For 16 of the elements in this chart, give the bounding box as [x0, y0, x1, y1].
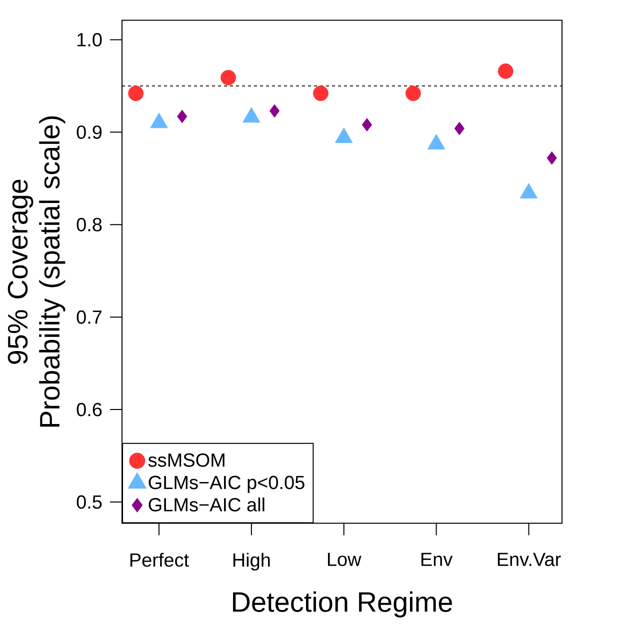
- legend-label: GLMs−AIC p<0.05: [148, 476, 304, 493]
- legend-label: ssMSOM: [148, 453, 224, 467]
- legend-label: GLMs−AIC all: [148, 498, 264, 512]
- x-tick-label: High: [233, 552, 270, 571]
- x-tick-label: Env.Var: [498, 552, 561, 566]
- y-tick-label: 0.9: [76, 125, 102, 139]
- y-tick-label: 1.0: [78, 32, 102, 46]
- y-tick-label: 0.5: [76, 495, 102, 509]
- x-tick-label: Perfect: [130, 552, 189, 567]
- y-axis-title: 95% Coverage Probability (spatial scale): [8, 116, 66, 427]
- y-tick-label: 0.7: [76, 310, 102, 324]
- x-tick-label: Low: [328, 552, 362, 566]
- y-tick-label: 0.6: [76, 402, 102, 416]
- y-tick-label: 0.8: [76, 218, 102, 232]
- x-tick-label: Env: [421, 552, 453, 566]
- x-axis-title: Detection Regime: [233, 591, 452, 618]
